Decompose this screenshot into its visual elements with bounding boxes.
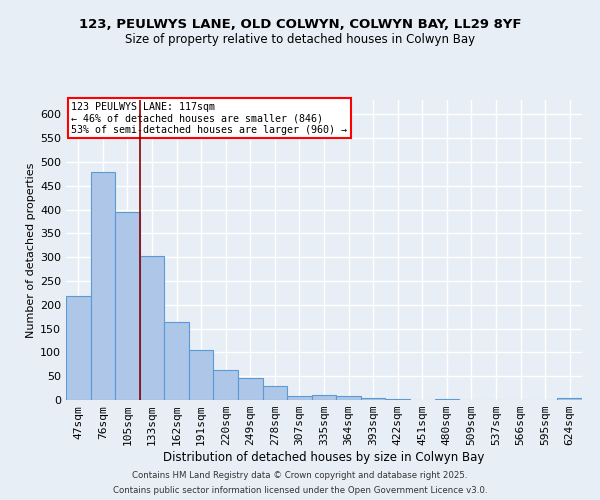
Bar — [238, 378, 263, 400]
Bar — [287, 396, 312, 400]
X-axis label: Distribution of detached houses by size in Colwyn Bay: Distribution of detached houses by size … — [163, 451, 485, 464]
Bar — [312, 395, 336, 400]
Bar — [434, 398, 459, 400]
Bar — [66, 296, 91, 400]
Bar — [336, 396, 361, 400]
Text: Size of property relative to detached houses in Colwyn Bay: Size of property relative to detached ho… — [125, 32, 475, 46]
Bar — [263, 386, 287, 400]
Bar — [140, 256, 164, 400]
Y-axis label: Number of detached properties: Number of detached properties — [26, 162, 36, 338]
Bar — [214, 370, 238, 400]
Bar — [164, 322, 189, 400]
Text: 123 PEULWYS LANE: 117sqm
← 46% of detached houses are smaller (846)
53% of semi-: 123 PEULWYS LANE: 117sqm ← 46% of detach… — [71, 102, 347, 134]
Bar — [91, 172, 115, 400]
Text: Contains public sector information licensed under the Open Government Licence v3: Contains public sector information licen… — [113, 486, 487, 495]
Bar — [189, 350, 214, 400]
Bar — [557, 398, 582, 400]
Bar — [361, 398, 385, 400]
Text: Contains HM Land Registry data © Crown copyright and database right 2025.: Contains HM Land Registry data © Crown c… — [132, 471, 468, 480]
Bar — [385, 399, 410, 400]
Bar — [115, 212, 140, 400]
Text: 123, PEULWYS LANE, OLD COLWYN, COLWYN BAY, LL29 8YF: 123, PEULWYS LANE, OLD COLWYN, COLWYN BA… — [79, 18, 521, 30]
